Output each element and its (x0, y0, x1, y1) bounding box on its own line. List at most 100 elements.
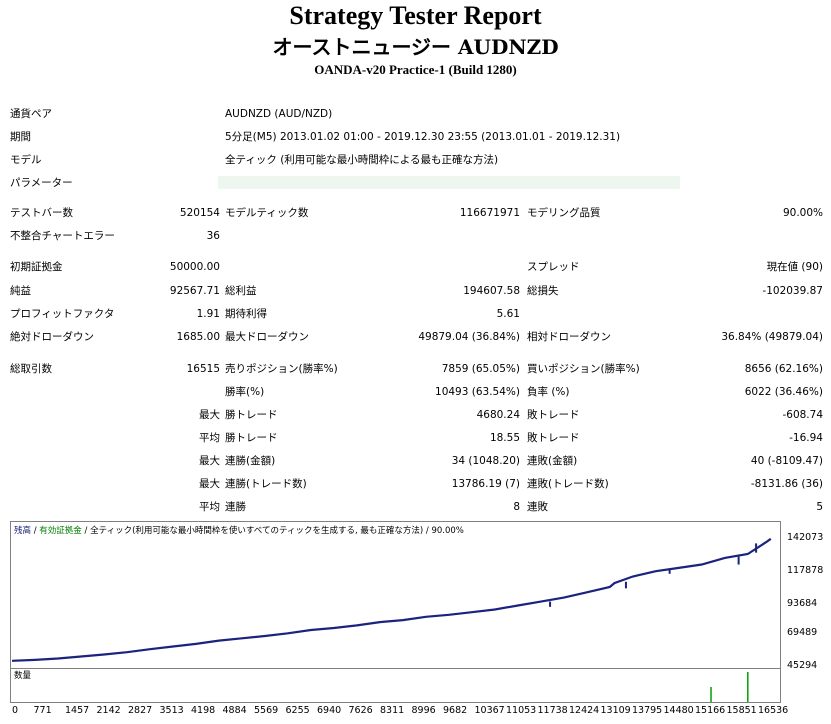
legend-equity: 有効証拠金 (39, 526, 82, 536)
x-tick-label: 8996 (411, 705, 436, 716)
x-tick-label: 7626 (348, 705, 373, 716)
x-tick-label: 13109 (600, 705, 631, 716)
params-value-field (218, 176, 680, 189)
x-tick-label: 15166 (695, 705, 726, 716)
conswin-trades-label: 連勝(トレード数) (225, 478, 307, 490)
x-tick-label: 12424 (569, 705, 600, 716)
winrate-value: 10493 (63.54%) (435, 386, 520, 398)
volume-panel (10, 669, 781, 703)
max1-label: 最大 (199, 455, 220, 467)
short-label: 売りポジション(勝率%) (225, 363, 338, 375)
expected-value: 5.61 (496, 308, 520, 320)
average-loss-value: -16.94 (789, 432, 823, 444)
average-loss-label: 敗トレード (527, 432, 580, 444)
long-value: 8656 (62.16%) (744, 363, 823, 375)
spread-label: スプレッド (527, 261, 580, 273)
reldd-label: 相対ドローダウン (527, 331, 611, 343)
report-subtitle: オーストニュージー AUDNZD (272, 35, 559, 59)
x-tick-label: 771 (33, 705, 52, 716)
pf-label: プロフィットファクタ (10, 308, 115, 320)
chart-legend: 残高 / 有効証拠金 / 全ティック(利用可能な最小時間枠を使いすべてのティック… (14, 526, 464, 537)
largest-label: 最大 (199, 409, 220, 421)
consloss-trades-label: 連敗(トレード数) (527, 478, 609, 490)
x-tick-label: 0 (12, 705, 19, 716)
quality-value: 90.00% (782, 207, 823, 219)
model-label: モデル (10, 154, 42, 166)
winrate-label: 勝率(%) (225, 386, 265, 398)
conswin-trades-value: 13786.19 (7) (451, 478, 520, 490)
consloss-money-label: 連敗(金額) (527, 455, 578, 467)
x-tick-label: 5569 (254, 705, 279, 716)
y-tick-label: 93684 (787, 598, 818, 609)
grossloss-label: 総損失 (527, 285, 559, 297)
average-win-label: 勝トレード (225, 432, 278, 444)
period-value: 5分足(M5) 2013.01.02 01:00 - 2019.12.30 23… (225, 131, 621, 143)
x-tick-label: 2827 (128, 705, 153, 716)
x-tick-label: 4884 (222, 705, 247, 716)
avgwin-value: 8 (513, 501, 520, 513)
x-tick-label: 13795 (632, 705, 663, 716)
average-win-value: 18.55 (489, 432, 520, 444)
x-tick-label: 3513 (159, 705, 184, 716)
x-tick-label: 11053 (506, 705, 537, 716)
grossprofit-value: 194607.58 (463, 285, 520, 297)
x-tick-label: 8311 (380, 705, 405, 716)
server-build: OANDA-v20 Practice-1 (Build 1280) (314, 62, 517, 77)
pf-value: 1.91 (196, 308, 220, 320)
short-value: 7859 (65.05%) (441, 363, 520, 375)
legend-sep: / (81, 526, 91, 536)
params-label: パラメーター (10, 177, 73, 189)
x-tick-label: 16536 (758, 705, 789, 716)
average-label: 平均 (199, 432, 220, 444)
largest-loss-label: 敗トレード (527, 409, 580, 421)
x-tick-label: 15851 (726, 705, 757, 716)
y-tick-label: 142073 (787, 532, 824, 543)
mismatch-label: 不整合チャートエラー (10, 230, 115, 242)
pair-label: 通貨ペア (10, 108, 52, 120)
trades-value: 16515 (186, 363, 220, 375)
spread-value: 現在値 (90) (766, 261, 823, 273)
conswin-money-value: 34 (1048.20) (451, 455, 520, 467)
grossprofit-label: 総利益 (225, 285, 257, 297)
largest-loss-value: -608.74 (782, 409, 823, 421)
balance-chart (10, 521, 781, 669)
x-tick-label: 10367 (474, 705, 505, 716)
x-tick-label: 11738 (537, 705, 568, 716)
consloss-money-value: 40 (-8109.47) (750, 455, 823, 467)
model-value: 全ティック (利用可能な最小時間枠による最も正確な方法) (225, 154, 499, 166)
bars-value: 520154 (179, 207, 220, 219)
avgloss-value: 5 (816, 501, 823, 513)
quality-label: モデリング品質 (527, 207, 601, 219)
x-tick-label: 9682 (443, 705, 468, 716)
legend-sep: / (423, 526, 432, 536)
trades-label: 総取引数 (10, 363, 52, 375)
conswin-money-label: 連勝(金額) (225, 455, 276, 467)
lossrate-value: 6022 (36.46%) (744, 386, 823, 398)
grossloss-value: -102039.87 (762, 285, 823, 297)
largest-win-label: 勝トレード (225, 409, 278, 421)
y-tick-label: 45294 (787, 660, 818, 671)
ticks-value: 116671971 (459, 207, 520, 219)
x-tick-label: 6255 (285, 705, 310, 716)
legend-model: 全ティック(利用可能な最小時間枠を使いすべてのティックを生成する, 最も正確な方… (90, 526, 424, 536)
expected-label: 期待利得 (225, 308, 267, 320)
netprofit-label: 純益 (10, 285, 31, 297)
legend-quality: 90.00% (431, 526, 464, 536)
absdd-value: 1685.00 (176, 331, 220, 343)
y-tick-label: 117878 (787, 565, 824, 576)
x-tick-label: 4198 (191, 705, 216, 716)
legend-sep: / (31, 526, 40, 536)
legend-balance: 残高 (14, 526, 32, 536)
period-label: 期間 (10, 131, 31, 143)
balance-line (11, 537, 772, 662)
report-title: Strategy Tester Report (289, 1, 542, 30)
mismatch-value: 36 (206, 230, 220, 242)
absdd-label: 絶対ドローダウン (10, 331, 94, 343)
reldd-value: 36.84% (49879.04) (721, 331, 823, 343)
x-tick-label: 6940 (317, 705, 342, 716)
x-tick-label: 1457 (65, 705, 90, 716)
avgloss-label: 連敗 (527, 501, 548, 513)
pair-value: AUDNZD (AUD/NZD) (225, 108, 333, 120)
ticks-label: モデルティック数 (225, 207, 309, 219)
largest-win-value: 4680.24 (476, 409, 520, 421)
